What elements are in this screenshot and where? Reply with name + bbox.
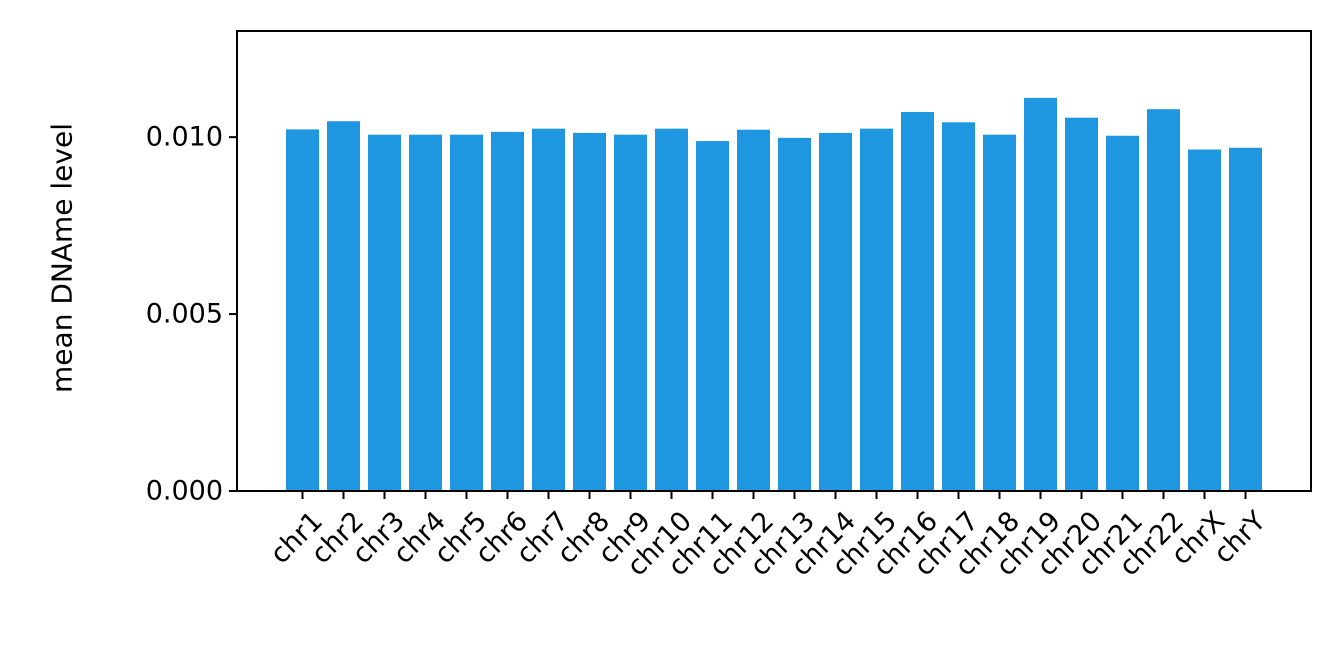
bar-chr12 xyxy=(737,129,770,491)
y-axis: 0.000 0.005 0.010 xyxy=(146,122,237,507)
x-axis: chr1chr2chr3chr4chr5chr6chr7chr8chr9chr1… xyxy=(265,491,1272,582)
bar-chr10 xyxy=(655,128,688,491)
bar-chr11 xyxy=(696,141,729,492)
bar-chr2 xyxy=(327,121,360,491)
bar-chr19 xyxy=(1024,97,1057,491)
bar-chr3 xyxy=(368,134,401,491)
bar-chr21 xyxy=(1106,135,1139,492)
bar-chrX xyxy=(1188,149,1221,492)
bar-chr15 xyxy=(860,128,893,491)
bar-chr22 xyxy=(1147,109,1180,491)
y-tick-label: 0.000 xyxy=(146,476,223,507)
bar-chr17 xyxy=(942,122,975,491)
bar-chr16 xyxy=(901,112,934,491)
bar-chr9 xyxy=(614,134,647,491)
bar-chr1 xyxy=(286,129,319,491)
bar-chr7 xyxy=(532,128,565,491)
plot-frame xyxy=(236,30,1312,492)
bar-chrY xyxy=(1229,147,1262,491)
bar-chr20 xyxy=(1065,117,1098,491)
bar-chr14 xyxy=(819,132,852,491)
y-axis-label: mean DNAme level xyxy=(46,123,79,393)
bar-chr4 xyxy=(409,134,442,491)
bar-chr5 xyxy=(450,134,483,491)
y-tick-label: 0.005 xyxy=(146,299,223,330)
bar-chr6 xyxy=(491,131,524,491)
bars-group xyxy=(286,97,1262,492)
bar-chr8 xyxy=(573,132,606,491)
y-tick-label: 0.010 xyxy=(146,122,223,153)
bar-chr13 xyxy=(778,137,811,492)
bar-chr18 xyxy=(983,134,1016,491)
